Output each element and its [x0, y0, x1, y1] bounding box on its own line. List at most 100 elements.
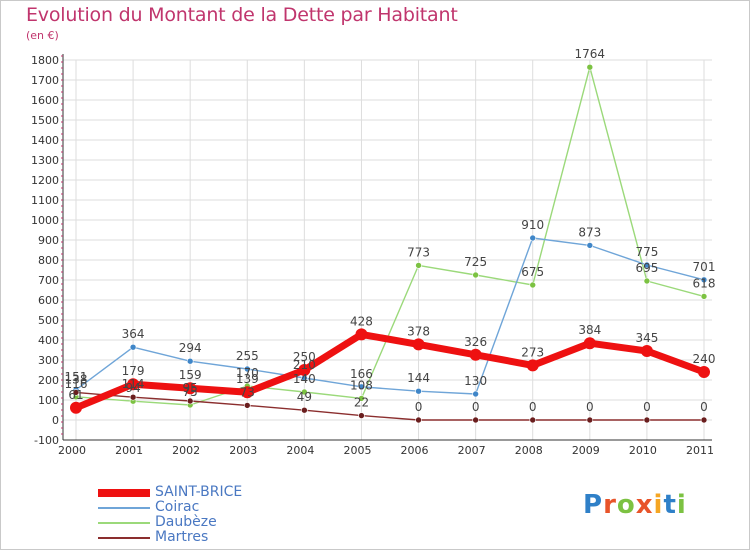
data-point-saint-brice	[469, 348, 482, 361]
x-tick-label: 2002	[172, 444, 200, 457]
data-label-saint-brice: 240	[693, 352, 716, 366]
data-point-coirac	[472, 390, 479, 398]
logo-letter: i	[653, 490, 664, 520]
data-point-coirac	[415, 387, 422, 395]
y-tick-label: 1100	[31, 194, 59, 207]
data-point-daub-ze	[415, 262, 422, 269]
data-label-daub-ze: 675	[521, 265, 544, 279]
data-point-martres	[700, 416, 708, 424]
y-tick-label: 1500	[31, 114, 59, 127]
legend-swatch-saint-brice	[98, 489, 150, 497]
data-point-saint-brice	[127, 378, 140, 391]
y-tick-label: 1800	[31, 54, 59, 67]
data-point-daub-ze	[700, 293, 708, 300]
logo-letter: P	[583, 490, 604, 520]
legend-swatch-martres	[98, 537, 150, 539]
y-tick-label: 600	[38, 294, 59, 307]
y-tick-label: -100	[34, 434, 59, 447]
data-point-saint-brice	[698, 366, 710, 378]
x-tick-label: 2007	[458, 444, 486, 457]
y-tick-label: 1400	[31, 134, 59, 147]
data-label-coirac: 130	[464, 374, 487, 388]
y-tick-label: 0	[52, 414, 59, 427]
data-point-saint-brice	[412, 338, 425, 351]
series-line-saint-brice	[72, 330, 708, 412]
data-label-daub-ze: 170	[236, 366, 259, 380]
data-point-saint-brice	[241, 386, 254, 399]
data-label-martres: 0	[586, 400, 594, 414]
data-point-saint-brice	[640, 345, 653, 357]
data-label-saint-brice: 139	[236, 372, 259, 386]
data-label-saint-brice: 326	[464, 335, 487, 349]
data-point-martres	[186, 397, 194, 405]
data-point-martres	[586, 416, 594, 424]
data-label-martres: 0	[529, 400, 537, 414]
data-point-coirac	[586, 242, 594, 249]
data-label-martres: 0	[700, 400, 708, 414]
data-point-coirac	[186, 357, 194, 365]
y-tick-label: 800	[38, 254, 59, 267]
data-label-coirac: 151	[65, 370, 88, 384]
data-label-coirac: 166	[350, 367, 373, 381]
data-label-martres: 22	[354, 396, 369, 410]
data-label-coirac: 364	[122, 327, 145, 341]
data-point-martres	[243, 402, 251, 409]
data-label-daub-ze: 618	[693, 276, 716, 290]
x-tick-label: 2006	[401, 444, 429, 457]
data-point-martres	[129, 393, 137, 401]
data-point-daub-ze	[472, 271, 479, 279]
data-point-daub-ze	[358, 395, 365, 402]
legend-label-saint-brice: SAINT-BRICE	[155, 484, 243, 500]
x-tick-label: 2009	[572, 444, 600, 457]
chart-subtitle: (en €)	[26, 29, 59, 42]
series-line-daub-ze	[75, 66, 705, 406]
data-point-coirac	[243, 365, 251, 373]
x-tick-label: 2005	[343, 444, 371, 457]
data-point-martres	[529, 416, 537, 424]
data-label-saint-brice: 384	[578, 323, 601, 337]
x-tick-label: 2000	[58, 444, 86, 457]
series-line-coirac	[75, 237, 705, 395]
data-label-daub-ze: 725	[464, 255, 487, 269]
series-line-martres	[75, 391, 705, 421]
data-label-daub-ze: 108	[350, 378, 373, 392]
x-tick-label: 2001	[115, 444, 143, 457]
data-label-coirac: 873	[578, 225, 601, 239]
x-tick-label: 2011	[686, 444, 714, 457]
data-label-coirac: 775	[635, 245, 658, 259]
data-point-daub-ze	[643, 277, 651, 285]
y-tick-label: 200	[38, 374, 59, 387]
data-label-daub-ze: 1764	[575, 47, 606, 61]
y-tick-label: 1300	[31, 154, 59, 167]
data-label-saint-brice: 250	[293, 350, 316, 364]
x-tick-label: 2010	[629, 444, 657, 457]
data-label-martres: 49	[297, 390, 312, 404]
data-point-saint-brice	[70, 401, 82, 414]
data-label-daub-ze: 116	[65, 377, 88, 391]
proxiti-logo: Proxiti	[583, 490, 687, 520]
x-tick-label: 2004	[286, 444, 314, 457]
data-label-coirac: 144	[407, 371, 430, 385]
data-label-daub-ze: 94	[125, 381, 140, 395]
y-tick-label: 300	[38, 354, 59, 367]
logo-letter: t	[663, 490, 677, 520]
data-point-martres	[643, 416, 651, 424]
y-tick-label: 700	[38, 274, 59, 287]
legend-label-coirac: Coirac	[155, 499, 200, 515]
legend-label-martres: Martres	[155, 529, 209, 545]
data-label-saint-brice: 159	[179, 368, 202, 382]
data-point-saint-brice	[583, 337, 596, 350]
data-label-saint-brice: 273	[521, 345, 544, 359]
y-tick-label: 100	[38, 394, 59, 407]
data-point-martres	[301, 406, 308, 414]
data-point-daub-ze	[586, 63, 594, 71]
chart-title: Evolution du Montant de la Dette par Hab…	[26, 4, 458, 26]
y-tick-label: 1600	[31, 94, 59, 107]
data-point-martres	[72, 389, 80, 396]
y-tick-label: 1000	[31, 214, 59, 227]
y-tick-label: 1700	[31, 74, 59, 87]
data-label-coirac: 255	[236, 349, 259, 363]
data-point-saint-brice	[184, 382, 197, 395]
data-label-saint-brice: 428	[350, 314, 373, 328]
